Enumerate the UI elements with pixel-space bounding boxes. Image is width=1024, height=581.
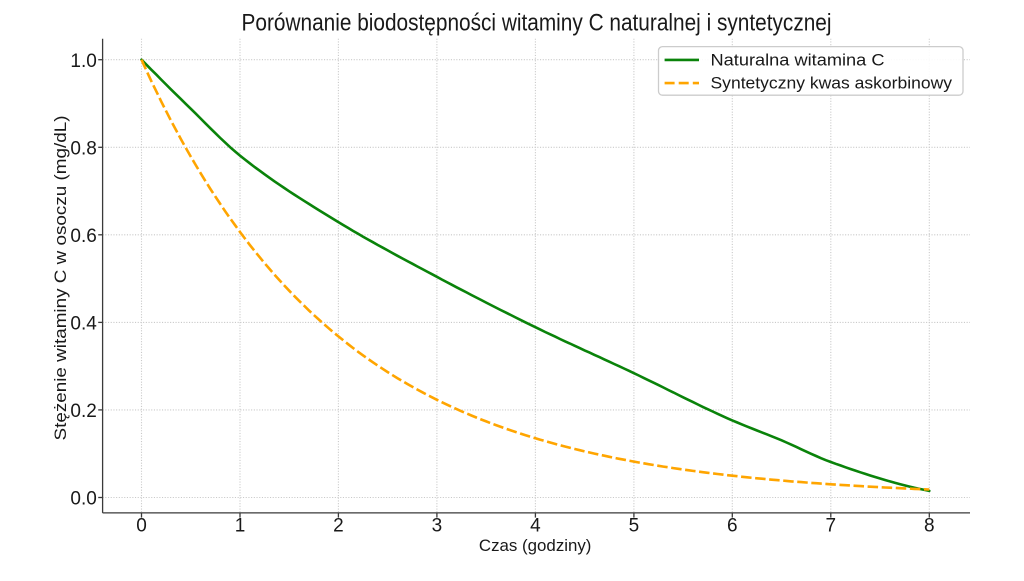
svg-text:0.2: 0.2: [70, 401, 96, 422]
svg-text:0.8: 0.8: [70, 138, 96, 159]
svg-text:0.4: 0.4: [70, 314, 97, 335]
svg-text:Porównanie biodostępności wita: Porównanie biodostępności witaminy C nat…: [242, 9, 832, 36]
svg-text:6: 6: [727, 516, 738, 537]
svg-text:1.0: 1.0: [70, 51, 96, 72]
svg-text:3: 3: [432, 516, 443, 537]
svg-text:Naturalna witamina C: Naturalna witamina C: [711, 50, 885, 69]
svg-text:1: 1: [235, 516, 246, 537]
svg-text:5: 5: [629, 516, 640, 537]
svg-text:0: 0: [136, 516, 147, 537]
svg-text:Syntetyczny kwas askorbinowy: Syntetyczny kwas askorbinowy: [711, 74, 953, 93]
svg-text:7: 7: [826, 516, 837, 537]
svg-text:4: 4: [530, 516, 541, 537]
svg-text:Stężenie witaminy C w osoczu (: Stężenie witaminy C w osoczu (mg/dL): [52, 116, 70, 441]
svg-text:Czas (godziny): Czas (godziny): [479, 537, 592, 555]
svg-text:0.6: 0.6: [70, 226, 96, 247]
svg-text:2: 2: [333, 516, 344, 537]
svg-text:8: 8: [924, 516, 935, 537]
svg-text:0.0: 0.0: [70, 489, 96, 510]
